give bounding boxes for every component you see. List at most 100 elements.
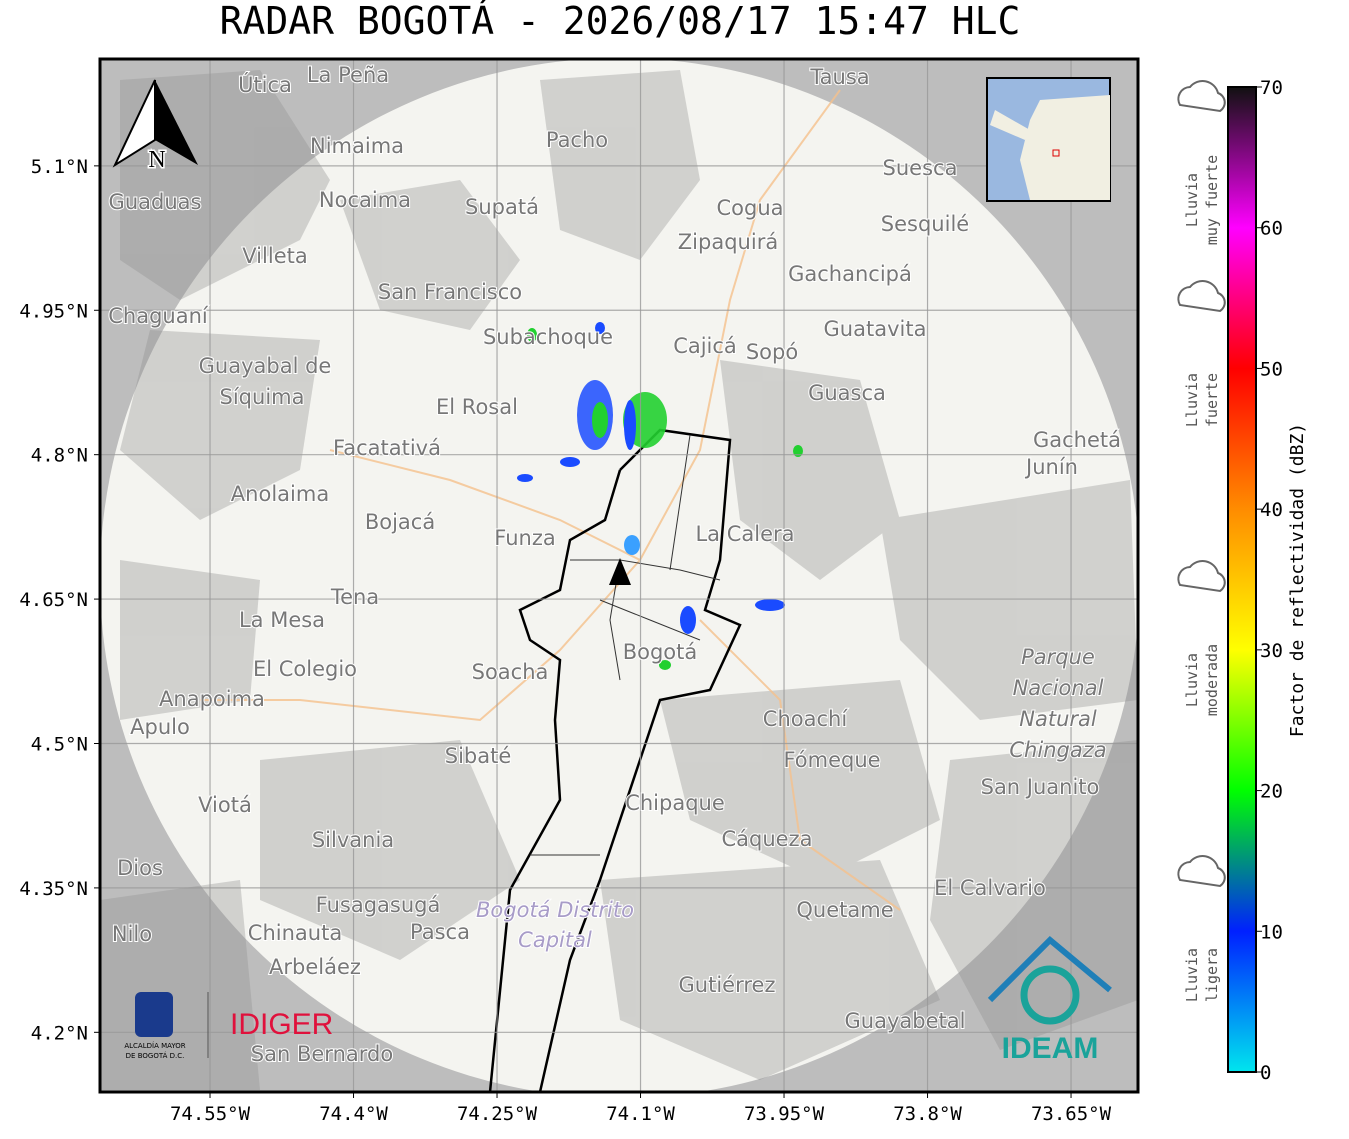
- alcaldia-line-1: ALCALDÍA MAYOR: [124, 1041, 185, 1050]
- place-label: Tena: [330, 585, 379, 609]
- place-label: Chipaque: [625, 791, 725, 815]
- radar-echoes: [517, 322, 803, 670]
- map: La Peña Útica Tausa Pacho Nimaima Guaduas Noca…: [100, 59, 1138, 1092]
- park-label: Natural: [1019, 707, 1097, 731]
- category-label: fuerte: [1203, 373, 1221, 427]
- category-label: Lluvia: [1183, 653, 1201, 707]
- logos: ALCALDÍA MAYOR DE BOGOTÁ D.C. IDIGER IDE…: [124, 935, 1112, 1065]
- colorbar-tick-label: 70: [1260, 77, 1283, 99]
- places: La Peña Útica Tausa Pacho Nimaima Guaduas Noca…: [107, 62, 1122, 1067]
- place-label: Útica: [238, 72, 292, 97]
- place-label: Gachancipá: [788, 262, 912, 286]
- title: RADAR BOGOTÁ - 2026/08/17 15:47 HLC: [220, 0, 1021, 43]
- colorbar-tick-label: 10: [1260, 921, 1283, 943]
- place-label: Villeta: [242, 244, 307, 268]
- place-label: San Juanito: [981, 775, 1100, 799]
- x-tick-label: 73.8°W: [893, 1103, 962, 1125]
- cloud-icon: [1177, 80, 1226, 113]
- radar-site: [609, 558, 631, 585]
- grid: [100, 59, 1138, 1092]
- place-label: Subachoque: [483, 325, 613, 349]
- place-label: Síquima: [220, 385, 305, 409]
- place-label: Nilo: [112, 922, 152, 946]
- place-label: Gutiérrez: [679, 973, 776, 997]
- place-label: San Francisco: [378, 280, 522, 304]
- cloud-icon: [1177, 855, 1226, 888]
- place-label: Chaguaní: [108, 304, 209, 328]
- x-tick-label: 73.65°W: [1031, 1103, 1112, 1125]
- place-label: Cajicá: [673, 334, 737, 358]
- place-label: Gachetá: [1033, 428, 1121, 452]
- place-label: Facatativá: [333, 436, 441, 460]
- roads: [200, 89, 901, 911]
- place-label: Guatavita: [824, 317, 927, 341]
- place-label: La Calera: [695, 522, 794, 546]
- place-label: Choachí: [763, 707, 849, 731]
- colorbar-tick-label: 50: [1260, 358, 1283, 380]
- place-label: Cogua: [716, 196, 783, 220]
- inset-map: [986, 77, 1111, 202]
- place-label: Sibaté: [445, 744, 512, 768]
- place-label: Anolaima: [231, 482, 329, 506]
- district-label: Capital: [518, 928, 592, 952]
- category-label: ligera: [1203, 948, 1221, 1002]
- ideam-swirl: [1020, 965, 1080, 1025]
- colorbar-tick-label: 0: [1260, 1062, 1271, 1084]
- place-label: Funza: [494, 526, 555, 550]
- place-label: Fusagasugá: [316, 893, 441, 917]
- north-arrow: N: [112, 79, 198, 175]
- place-label: Cáqueza: [722, 827, 813, 851]
- place-label: Bojacá: [365, 510, 435, 534]
- place-label: Tausa: [809, 65, 869, 89]
- place-label: Bogotá: [623, 640, 698, 664]
- park-label: Parque: [1021, 645, 1095, 669]
- place-label: Quetame: [796, 898, 893, 922]
- category-label: Lluvia: [1183, 948, 1201, 1002]
- place-label: La Mesa: [239, 608, 325, 632]
- x-tick-label: 74.25°W: [457, 1103, 538, 1125]
- place-label: Guasca: [808, 381, 886, 405]
- place-label: El Rosal: [436, 395, 518, 419]
- idiger-logo: IDIGER: [230, 1008, 333, 1041]
- category-label: Lluvia: [1183, 173, 1201, 227]
- place-label: Zipaquirá: [678, 230, 778, 254]
- colorbar-tick-label: 20: [1260, 781, 1283, 803]
- colorbar-label: Factor de reflectividad (dBZ): [1287, 423, 1308, 737]
- place-label: Fómeque: [783, 748, 880, 772]
- alcaldia-line-2: DE BOGOTÁ D.C.: [126, 1051, 185, 1060]
- x-tick-label: 74.55°W: [170, 1103, 251, 1125]
- place-label: Arbeláez: [269, 955, 361, 979]
- y-tick-label: 4.8°N: [31, 445, 88, 467]
- place-label: El Calvario: [934, 876, 1046, 900]
- place-label: Suesca: [883, 156, 958, 180]
- colorbar-tick-label: 30: [1260, 640, 1283, 662]
- place-label: Junín: [1024, 455, 1078, 479]
- park-label: Chingaza: [1009, 738, 1106, 762]
- y-tick-label: 4.2°N: [31, 1022, 88, 1044]
- ideam-roof: [987, 935, 1112, 1003]
- north-label: N: [148, 147, 165, 173]
- place-label: Sesquilé: [881, 212, 969, 236]
- place-label: Guaduas: [109, 190, 202, 214]
- map-frame: [98, 57, 1140, 1094]
- ideam-logo: IDEAM: [1002, 1032, 1099, 1065]
- x-tick-label: 73.95°W: [744, 1103, 825, 1125]
- y-tick-label: 4.5°N: [31, 733, 88, 755]
- y-tick-label: 4.95°N: [19, 300, 88, 322]
- axes: 74.55°W 74.4°W 74.25°W 74.1°W 73.95°W 73.8°W 7…: [19, 156, 1111, 1125]
- place-label: Guayabetal: [845, 1009, 966, 1033]
- district-border: [488, 428, 742, 1092]
- place-label: La Peña: [307, 63, 389, 87]
- place-label: Apulo: [130, 715, 190, 739]
- park-label: Nacional: [1013, 676, 1104, 700]
- alcaldia-shield: [135, 992, 173, 1037]
- colorbar-tick-label: 60: [1260, 218, 1283, 240]
- place-label: Dios: [117, 856, 163, 880]
- place-label: Nocaima: [319, 188, 411, 212]
- x-tick-label: 74.4°W: [319, 1103, 388, 1125]
- place-label: Silvania: [312, 828, 394, 852]
- place-label: Chinauta: [248, 921, 342, 945]
